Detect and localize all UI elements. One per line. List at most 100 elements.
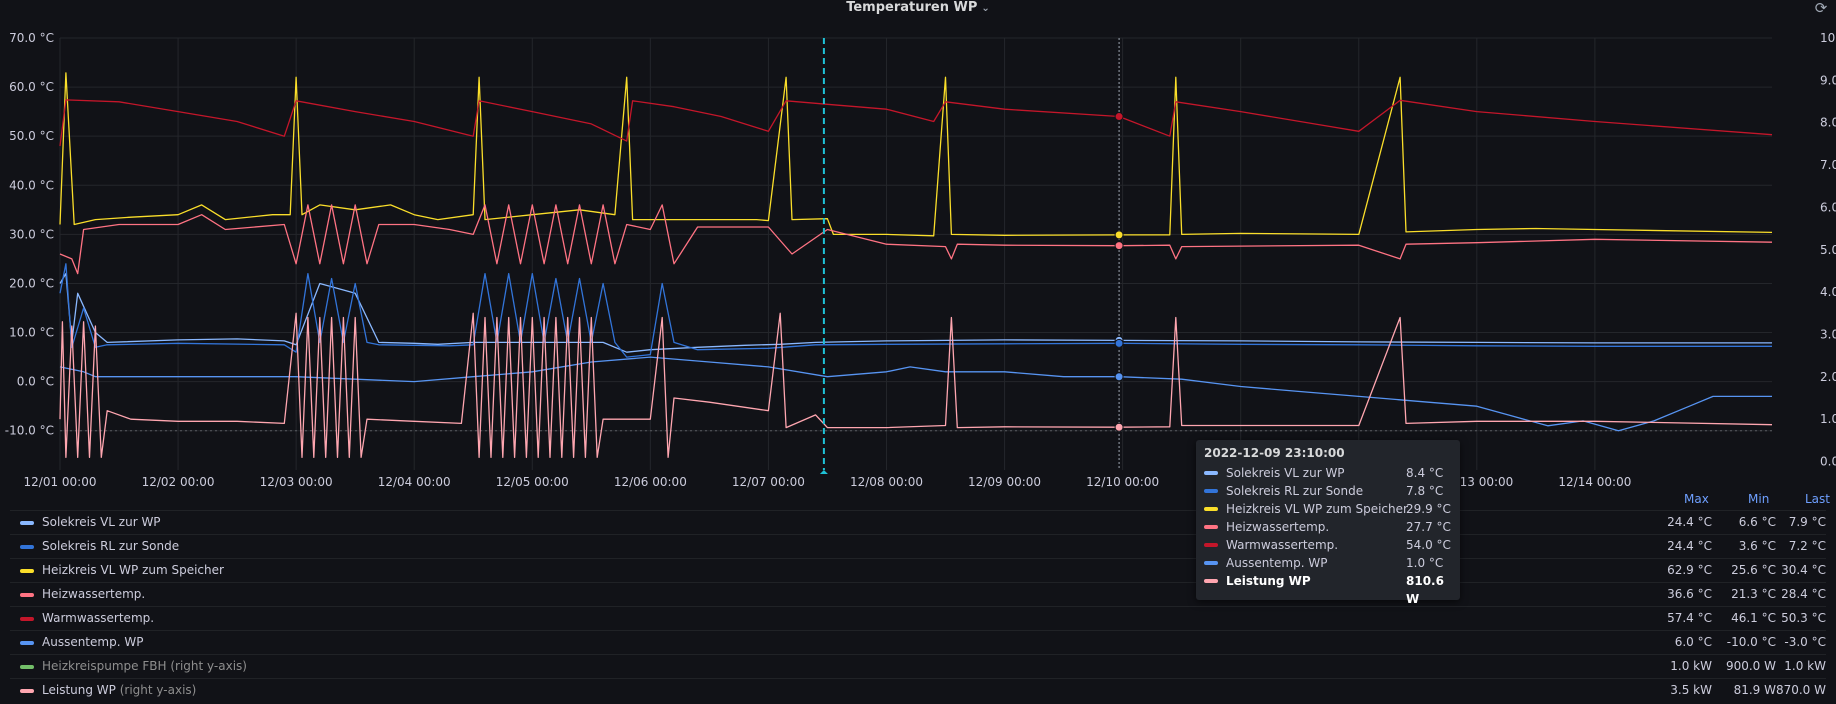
legend-last-value: 870.0 W	[1775, 683, 1826, 697]
x-tick-label: 12/10 00:00	[1086, 475, 1159, 489]
x-tick-label: 12/02 00:00	[142, 475, 215, 489]
legend-rows: Solekreis VL zur WP 24.4 °C 6.6 °C 7.9 °C So…	[10, 510, 1826, 702]
series-line-0	[59, 272, 1772, 353]
chevron-down-icon[interactable]: ⌄	[981, 3, 990, 14]
hover-point-5	[1114, 372, 1124, 382]
x-tick-label: 12/08 00:00	[850, 475, 923, 489]
legend-axis-note: (right y-axis)	[166, 659, 247, 673]
legend-last-value: 50.3 °C	[1781, 611, 1826, 625]
chart-overlay	[819, 38, 1124, 474]
legend-last-value: -3.0 °C	[1784, 635, 1826, 649]
y-left-tick-label: 50.0 °C	[9, 129, 54, 143]
legend-color-swatch[interactable]	[20, 689, 34, 693]
y-left-tick-label: 0.0 °C	[17, 375, 54, 389]
series-line-1	[59, 263, 1772, 358]
legend-series-name[interactable]: Heizkreis VL WP zum Speicher	[42, 559, 224, 581]
legend-row[interactable]: Solekreis VL zur WP 24.4 °C 6.6 °C 7.9 °C	[10, 510, 1826, 534]
legend-color-swatch[interactable]	[20, 521, 34, 525]
legend-max-value: 3.5 kW	[1670, 683, 1712, 697]
y-right-tick-label: 1.0 kW	[1820, 412, 1836, 426]
legend-header: Max Min Last	[10, 492, 1830, 510]
legend-max-value: 57.4 °C	[1667, 611, 1712, 625]
x-tick-label: 12/01 00:00	[24, 475, 97, 489]
legend-last-value: 7.9 °C	[1788, 515, 1826, 529]
legend-series-label: Heizkreispumpe FBH	[42, 659, 167, 673]
tooltip-color-swatch	[1204, 525, 1218, 529]
legend-max-value: 36.6 °C	[1667, 587, 1712, 601]
tooltip-value: 1.0 °C	[1406, 556, 1444, 570]
legend-last-value: 1.0 kW	[1784, 659, 1826, 673]
series-line-5	[59, 356, 1772, 432]
tooltip-row: Leistung WP 810.6 W	[1204, 572, 1454, 606]
legend-row[interactable]: Aussentemp. WP 6.0 °C -10.0 °C -3.0 °C	[10, 630, 1826, 654]
legend-series-label: Warmwassertemp.	[42, 611, 155, 625]
tooltip-color-swatch	[1204, 561, 1218, 565]
y-left-tick-label: 60.0 °C	[9, 80, 54, 94]
legend-series-name[interactable]: Heizkreispumpe FBH (right y-axis)	[42, 655, 247, 677]
y-left-tick-label: 20.0 °C	[9, 276, 54, 290]
y-left-tick-label: 70.0 °C	[9, 31, 54, 45]
legend-series-label: Solekreis RL zur Sonde	[42, 539, 180, 553]
legend-last-value: 28.4 °C	[1781, 587, 1826, 601]
tooltip-value: 8.4 °C	[1406, 466, 1444, 480]
legend-color-swatch[interactable]	[20, 569, 34, 573]
legend-series-name[interactable]: Warmwassertemp.	[42, 607, 154, 629]
legend-series-name[interactable]: Solekreis RL zur Sonde	[42, 535, 179, 557]
legend-row[interactable]: Heizwassertemp. 36.6 °C 21.3 °C 28.4 °C	[10, 582, 1826, 606]
series-line-7	[59, 312, 1773, 458]
refresh-icon[interactable]: ⟳	[1814, 0, 1828, 17]
hover-point-1	[1114, 338, 1124, 348]
legend-color-swatch[interactable]	[20, 665, 34, 669]
legend-min-value: 900.0 W	[1725, 659, 1776, 673]
tooltip-time: 2022-12-09 23:10:00	[1204, 446, 1345, 460]
tooltip-color-swatch	[1204, 579, 1218, 583]
y-right-tick-label: 4.0 kW	[1820, 285, 1836, 299]
hover-point-2	[1114, 230, 1124, 240]
legend-color-swatch[interactable]	[20, 641, 34, 645]
legend-series-name[interactable]: Aussentemp. WP	[42, 631, 143, 653]
legend-min-value: 46.1 °C	[1731, 611, 1776, 625]
legend-row[interactable]: Warmwassertemp. 57.4 °C 46.1 °C 50.3 °C	[10, 606, 1826, 630]
tooltip-color-swatch	[1204, 543, 1218, 547]
legend-row[interactable]: Heizkreispumpe FBH (right y-axis) 1.0 kW 9…	[10, 654, 1826, 678]
panel-title[interactable]: Temperaturen WP ⌄	[0, 0, 1836, 18]
series-line-4	[59, 99, 1773, 147]
legend-header-last[interactable]: Last	[1805, 492, 1830, 506]
x-tick-label: 12/05 00:00	[496, 475, 569, 489]
right-y-axis: 10.0 kW 9.0 kW 8.0 kW 7.0 kW 6.0 kW 5.0 kW 4.0…	[1820, 31, 1836, 469]
legend-header-max[interactable]: Max	[1684, 492, 1709, 506]
time-series-chart[interactable]: 70.0 °C 60.0 °C 50.0 °C 40.0 °C 30.0 °C 20.0 …	[0, 0, 1836, 490]
legend-row[interactable]: Leistung WP (right y-axis) 3.5 kW 81.9 W 87…	[10, 678, 1826, 702]
legend-series-name[interactable]: Solekreis VL zur WP	[42, 511, 161, 533]
tooltip-row: Aussentemp. WP 1.0 °C	[1204, 554, 1454, 572]
legend-max-value: 1.0 kW	[1670, 659, 1712, 673]
tooltip-series-name: Solekreis VL zur WP	[1226, 466, 1345, 480]
legend-color-swatch[interactable]	[20, 593, 34, 597]
legend-axis-note: (right y-axis)	[115, 683, 197, 697]
legend-color-swatch[interactable]	[20, 617, 34, 621]
x-tick-label: 12/06 00:00	[614, 475, 687, 489]
y-right-tick-label: 0.0 kW	[1820, 455, 1836, 469]
legend-row[interactable]: Solekreis RL zur Sonde 24.4 °C 3.6 °C 7.2 °…	[10, 534, 1826, 558]
legend-max-value: 24.4 °C	[1667, 539, 1712, 553]
tooltip-series-name: Solekreis RL zur Sonde	[1226, 484, 1364, 498]
y-right-tick-label: 10.0 kW	[1820, 31, 1836, 45]
legend-color-swatch[interactable]	[20, 545, 34, 549]
tooltip-row: Warmwassertemp. 54.0 °C	[1204, 536, 1454, 554]
legend-header-min[interactable]: Min	[1748, 492, 1770, 506]
tooltip-value: 29.9 °C	[1406, 502, 1451, 516]
legend-series-label: Heizwassertemp.	[42, 587, 146, 601]
x-tick-label: 12/04 00:00	[378, 475, 451, 489]
tooltip-color-swatch	[1204, 507, 1218, 511]
panel-title-text[interactable]: Temperaturen WP	[846, 0, 978, 15]
tooltip-row: Solekreis VL zur WP 8.4 °C	[1204, 464, 1454, 482]
legend-series-name[interactable]: Leistung WP (right y-axis)	[42, 679, 196, 701]
y-right-tick-label: 7.0 kW	[1820, 158, 1836, 172]
tooltip-row: Heizkreis VL WP zum Speicher 29.9 °C	[1204, 500, 1454, 518]
y-right-tick-label: 2.0 kW	[1820, 370, 1836, 384]
left-y-axis: 70.0 °C 60.0 °C 50.0 °C 40.0 °C 30.0 °C 20.0 …	[5, 31, 54, 438]
annotation-marker-icon	[819, 470, 828, 474]
y-right-tick-label: 9.0 kW	[1820, 73, 1836, 87]
legend-row[interactable]: Heizkreis VL WP zum Speicher 62.9 °C 25.6 …	[10, 558, 1826, 582]
legend-series-name[interactable]: Heizwassertemp.	[42, 583, 145, 605]
